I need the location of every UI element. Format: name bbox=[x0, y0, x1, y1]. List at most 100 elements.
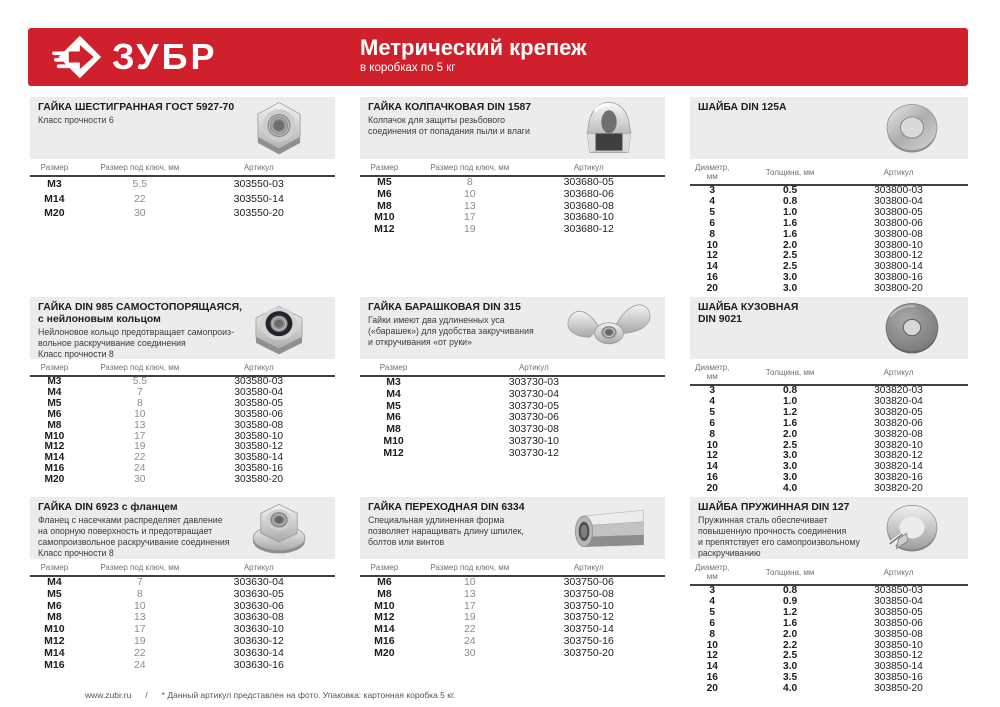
table-cell: 303850-03 bbox=[874, 585, 923, 596]
table-cell: 14 bbox=[706, 461, 718, 473]
flat-washer-photo bbox=[886, 104, 938, 153]
table-cell: 7 bbox=[136, 386, 143, 398]
table-row: М8 303730-08 bbox=[360, 423, 665, 436]
spring-washer-photo bbox=[883, 505, 938, 552]
table-cell: 22 bbox=[463, 623, 476, 636]
column-header: Артикул bbox=[845, 159, 968, 186]
column-header: Артикул bbox=[200, 359, 335, 377]
coupling-nut-photo bbox=[575, 509, 644, 548]
section-description-line: раскручиванию bbox=[698, 548, 761, 558]
section-title-line: ГАЙКА БАРАШКОВАЯ DIN 315 bbox=[368, 302, 521, 313]
table-row: М10 17 303680-10 bbox=[360, 212, 665, 224]
page-subtitle: в коробках по 5 кг bbox=[360, 62, 456, 75]
column-header: Размер bbox=[360, 159, 409, 177]
column-header: Толщина, мм bbox=[734, 359, 846, 386]
table-header-row: Размер Размер под ключ, мм Артикул bbox=[360, 559, 665, 577]
table-cell: 303680-06 bbox=[563, 187, 614, 200]
table-cell: 2.5 bbox=[782, 250, 798, 262]
zubr-diamond-arrow-icon bbox=[52, 35, 102, 79]
size-table: Размер Размер под ключ, мм Артикул М4 7 3036… bbox=[30, 559, 335, 671]
column-header: Артикул bbox=[427, 359, 665, 377]
column-header: Артикул bbox=[845, 559, 968, 586]
table-row: М12 19 303580-12 bbox=[30, 442, 335, 453]
site-link[interactable]: www.zubr.ru bbox=[85, 690, 132, 700]
table-row: 5 1.0 303800-05 bbox=[690, 206, 968, 219]
table-cell: 303580-20 bbox=[234, 474, 284, 486]
product-section-cap-nut: ГАЙКА КОЛПАЧКОВАЯ DIN 1587 Колпачок для … bbox=[360, 97, 665, 297]
table-cell: М8 bbox=[386, 423, 401, 436]
table-cell: 0.8 bbox=[782, 385, 798, 396]
header-banner: ЗУБР Метрический крепеж в коробках по 5 … bbox=[28, 28, 968, 86]
table-cell: 5 bbox=[709, 206, 716, 218]
table-cell: 303550-20 bbox=[233, 207, 284, 220]
table-row: 4 1.0 303820-04 bbox=[690, 396, 968, 408]
section-description-line: и откручивания «от руки» bbox=[368, 337, 472, 347]
table-row: М12 19 303680-12 bbox=[360, 223, 665, 236]
brand-name: ЗУБР bbox=[112, 36, 218, 77]
table-cell: 1.6 bbox=[782, 617, 798, 629]
table-cell: 303850-05 bbox=[874, 606, 923, 618]
table-cell: М10 bbox=[374, 599, 395, 612]
cap-nut-photo-frame bbox=[561, 98, 657, 157]
table-row: 14 3.0 303850-14 bbox=[690, 661, 968, 673]
table-cell: 13 bbox=[134, 419, 146, 431]
table-row: 20 4.0 303850-20 bbox=[690, 683, 968, 695]
table-cell: 303730-12 bbox=[508, 446, 559, 459]
section-title-line: с нейлоновым кольцом bbox=[38, 314, 161, 325]
table-cell: 3 bbox=[709, 385, 716, 396]
table-cell: 303580-08 bbox=[234, 419, 284, 431]
section-title: ГАЙКА DIN 985 САМОСТОПОРЯЩАЯСЯ, с нейлоно… bbox=[38, 302, 327, 326]
section-title-line: ГАЙКА DIN 985 САМОСТОПОРЯЩАЯСЯ, bbox=[38, 302, 242, 313]
section-description-line: Гайки имеют два удлиненных уса bbox=[368, 315, 505, 325]
column-header: Размер под ключ, мм bbox=[408, 159, 531, 177]
size-table: Диаметр, мм Толщина, мм Артикул 3 0.8 303820… bbox=[690, 359, 968, 495]
table-cell: 1.6 bbox=[782, 417, 798, 429]
table-cell: М14 bbox=[44, 192, 65, 205]
table-cell: 10 bbox=[133, 599, 146, 612]
column-header: Артикул bbox=[530, 159, 665, 177]
table-cell: 30 bbox=[133, 207, 146, 220]
table-cell: 8 bbox=[709, 228, 716, 240]
section-description: Нейлоновое кольцо предотвращает самопрои… bbox=[38, 327, 327, 360]
table-cell: 8 bbox=[466, 176, 473, 188]
table-header-row: Диаметр, мм Толщина, мм Артикул bbox=[690, 559, 968, 586]
table-cell: М12 bbox=[383, 446, 404, 459]
sections-grid: ГАЙКА ШЕСТИГРАННАЯ ГОСТ 5927-70 Класс пр… bbox=[30, 97, 968, 697]
section-title-line: ГАЙКА ПЕРЕХОДНАЯ DIN 6334 bbox=[368, 502, 525, 513]
table-row: 12 2.5 303800-12 bbox=[690, 251, 968, 262]
table-cell: М8 bbox=[47, 611, 62, 624]
section-title: ГАЙКА ШЕСТИГРАННАЯ ГОСТ 5927-70 bbox=[38, 102, 327, 114]
table-cell: М4 bbox=[47, 386, 62, 398]
section-title: ШАЙБА ПРУЖИННАЯ DIN 127 bbox=[698, 502, 960, 514]
table-cell: М10 bbox=[374, 211, 395, 224]
size-table: Размер Размер под ключ, мм Артикул М6 10 303… bbox=[360, 559, 665, 660]
table-cell: 303580-12 bbox=[234, 441, 284, 453]
section-title: ШАЙБА КУЗОВНАЯ DIN 9021 bbox=[698, 302, 960, 326]
table-cell: 8 bbox=[709, 428, 716, 440]
table-row: М10 17 303750-10 bbox=[360, 599, 665, 613]
table-row: М4 303730-04 bbox=[360, 388, 665, 401]
table-cell: 303800-16 bbox=[874, 272, 923, 284]
section-description-line: Колпачок для защиты резьбового bbox=[368, 115, 506, 125]
table-cell: 303820-20 bbox=[874, 483, 923, 495]
table-row: М5 8 303630-05 bbox=[30, 588, 335, 601]
lock-nut-photo bbox=[255, 305, 303, 355]
table-cell: 303630-12 bbox=[233, 634, 284, 647]
section-header: ГАЙКА DIN 6923 с фланцем Фланец с насечк… bbox=[30, 497, 335, 559]
column-header: Диаметр, мм bbox=[690, 359, 735, 386]
table-cell: 10 bbox=[706, 639, 718, 651]
table-cell: 14 bbox=[706, 261, 718, 273]
section-title: ГАЙКА DIN 6923 с фланцем bbox=[38, 502, 327, 514]
section-header: ГАЙКА DIN 985 САМОСТОПОРЯЩАЯСЯ, с нейлоно… bbox=[30, 297, 335, 359]
table-row: М8 13 303580-08 bbox=[30, 419, 335, 432]
table-cell: 8 bbox=[709, 628, 716, 640]
size-table: Размер Артикул М3 303730-03 М4 303730-04 М5 30… bbox=[360, 359, 665, 460]
table-cell: 19 bbox=[463, 223, 476, 236]
column-header: Толщина, мм bbox=[734, 159, 846, 186]
table-header-row: Размер Размер под ключ, мм Артикул bbox=[30, 559, 335, 577]
table-cell: 303800-03 bbox=[874, 185, 923, 196]
wing-nut-photo bbox=[567, 304, 651, 345]
table-row: М8 13 303630-08 bbox=[30, 612, 335, 624]
table-header-row: Размер Размер под ключ, мм Артикул bbox=[360, 159, 665, 177]
table-cell: 303580-06 bbox=[234, 408, 284, 420]
